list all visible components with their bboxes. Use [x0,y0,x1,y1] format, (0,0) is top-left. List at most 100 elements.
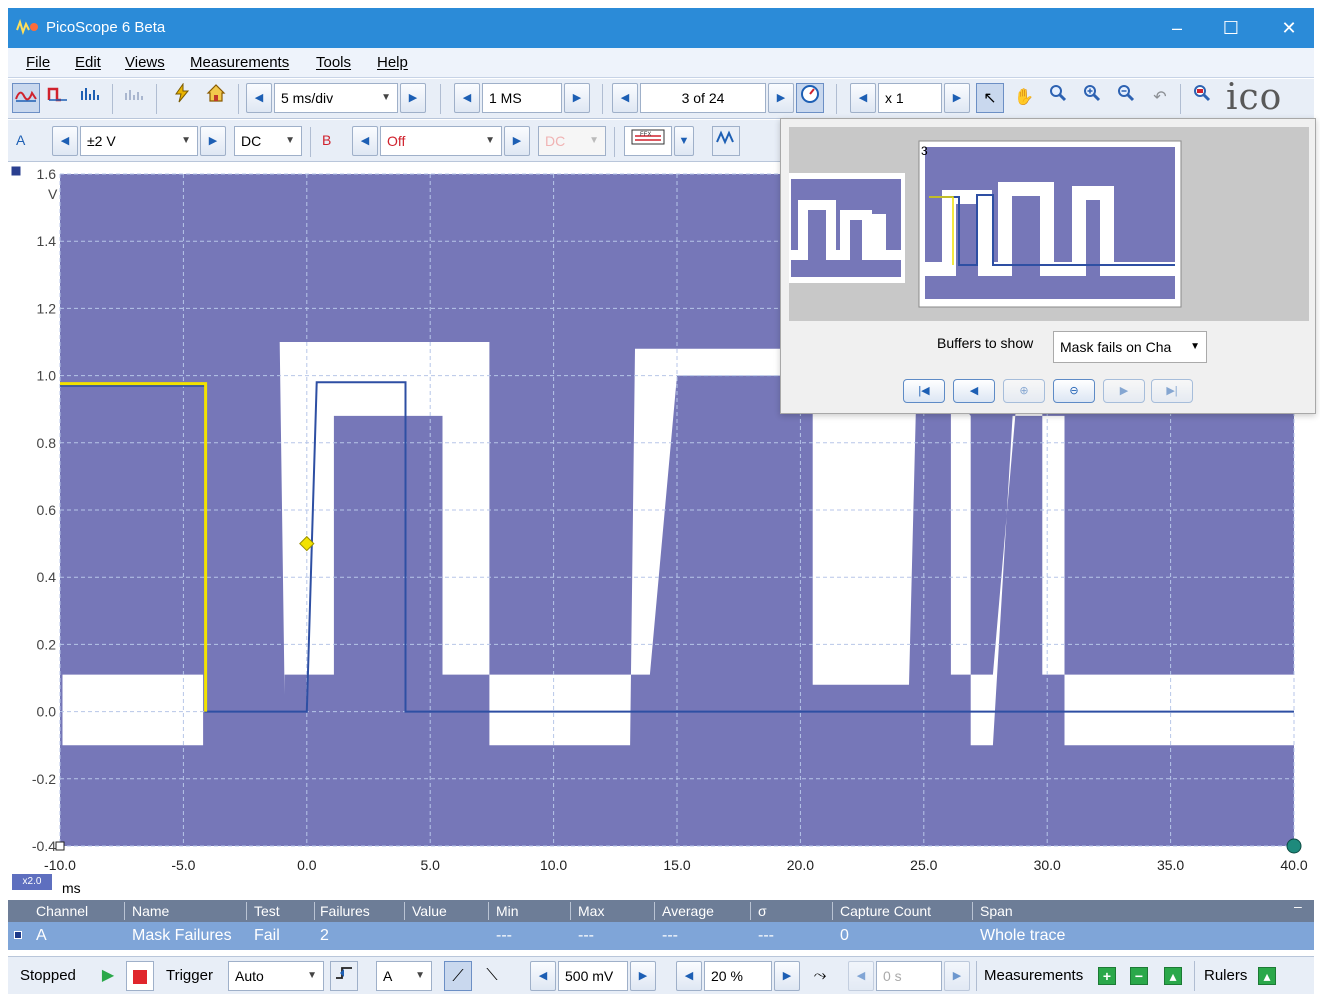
default-setup-icon[interactable] [202,83,230,113]
x-tick-label: 15.0 [663,857,690,873]
channel-b-label[interactable]: B [322,132,332,148]
y-tick-label: -0.2 [32,771,56,787]
channel-a-range-select[interactable]: ±2 V ▼ [80,126,198,156]
samples-select[interactable]: 1 MS [482,83,562,113]
overview-zoom-out-button[interactable]: ⊖ [1053,379,1095,403]
menu-views[interactable]: Views [125,54,165,71]
edit-measurement-icon[interactable]: ▴ [1164,967,1182,985]
col-max[interactable]: Max [578,903,605,919]
channel-color-swatch [14,931,22,939]
thumbnail-index: 3 [921,144,928,158]
menu-tools[interactable]: Tools [316,54,352,71]
probe-dropdown-button[interactable]: ▼ [674,126,694,156]
delay-decrease-button: ◀ [848,961,874,991]
zoom-overview-icon[interactable] [1188,83,1216,113]
zoom-increase-button[interactable]: ▶ [944,83,970,113]
col-average[interactable]: Average [662,903,714,919]
buffers-to-show-select[interactable]: Mask fails on Cha ▼ [1053,331,1207,363]
menu-edit[interactable]: Edit [75,54,101,71]
stop-icon[interactable] [126,961,154,991]
trigger-mode-select[interactable]: Auto ▼ [228,961,324,991]
ruler-handle[interactable] [1286,838,1302,854]
spectrum-mode-icon[interactable] [76,83,104,113]
col-name[interactable]: Name [132,903,170,919]
zoom-area-icon[interactable] [1044,83,1072,113]
rulers-settings-icon[interactable]: ▴ [1258,967,1276,985]
menu-help[interactable]: Help [377,54,408,71]
buffer-overview-icon[interactable] [796,83,824,113]
post-trigger-delay-icon[interactable]: ⤳ [813,967,827,984]
origin-marker[interactable] [55,841,65,851]
close-button[interactable]: ✕ [1281,18,1297,38]
buffer-index-field[interactable]: 3 of 24 [640,83,766,113]
col-sigma[interactable]: σ [758,903,767,919]
pretrigger-increase-button[interactable]: ▶ [774,961,800,991]
buffer-thumbnails: 3 [789,127,1309,321]
col-capture-count[interactable]: Capture Count [840,903,932,919]
falling-edge-icon[interactable]: ⟍ [486,967,498,984]
maximize-button[interactable]: ☐ [1222,18,1240,38]
threshold-field[interactable]: 500 mV [558,961,628,991]
overview-previous-button[interactable]: ◀ [953,379,995,403]
timebase-decrease-button[interactable]: ◀ [246,83,272,113]
col-value[interactable]: Value [412,903,447,919]
col-min[interactable]: Min [496,903,519,919]
zoom-in-icon[interactable] [1078,83,1106,113]
channel-b-range-increase[interactable]: ▶ [504,126,530,156]
samples-increase-button[interactable]: ▶ [564,83,590,113]
probe-settings-icon[interactable]: FFX [624,126,672,156]
spectrum-disabled-icon [120,83,148,113]
undo-zoom-icon: ↶ [1153,89,1167,106]
menu-file[interactable]: File [26,54,51,71]
rising-edge-icon[interactable]: ⟋ [444,961,472,991]
timebase-increase-button[interactable]: ▶ [400,83,426,113]
channel-a-range-decrease[interactable]: ◀ [52,126,78,156]
overview-first-button[interactable]: |◀ [903,379,945,403]
col-failures[interactable]: Failures [320,903,370,919]
threshold-increase-button[interactable]: ▶ [630,961,656,991]
col-test[interactable]: Test [254,903,280,919]
channel-b-range-select[interactable]: Off ▼ [380,126,502,156]
hand-tool-icon[interactable]: ✋ [1014,89,1034,106]
table-row[interactable]: A Mask Failures Fail 2 --- --- --- --- 0… [8,922,1314,950]
collapse-icon[interactable]: – [1294,898,1302,914]
buffer-next-button[interactable]: ▶ [768,83,794,113]
samples-decrease-button[interactable]: ◀ [454,83,480,113]
delay-field: 0 s [876,961,942,991]
pretrigger-field[interactable]: 20 % [704,961,772,991]
pointer-tool-icon[interactable]: ↖ [976,83,1004,113]
persistence-mode-icon[interactable] [44,83,72,113]
col-channel[interactable]: Channel [36,903,89,919]
auto-setup-icon[interactable] [168,82,196,113]
pretrigger-decrease-button[interactable]: ◀ [676,961,702,991]
y-unit-label: V [48,186,58,202]
minimize-button[interactable]: – [1171,18,1182,38]
trigger-source-select[interactable]: A ▼ [376,961,432,991]
channel-b-range-decrease[interactable]: ◀ [352,126,378,156]
math-channels-icon[interactable] [712,126,740,156]
threshold-decrease-button[interactable]: ◀ [530,961,556,991]
y-tick-label: 0.8 [37,435,57,451]
measurements-table: Channel Name Test Failures Value Min Max… [8,898,1314,952]
menu-measurements[interactable]: Measurements [190,54,290,71]
advanced-trigger-icon[interactable] [330,961,358,991]
remove-measurement-icon[interactable]: − [1130,967,1148,985]
channel-a-axis-marker[interactable] [10,165,22,177]
trigger-marker[interactable] [299,535,315,552]
add-measurement-icon[interactable]: + [1098,967,1116,985]
timebase-select[interactable]: 5 ms/div ▼ [274,83,398,113]
zoom-factor-field[interactable]: x 1 [878,83,942,113]
measurements-header: Channel Name Test Failures Value Min Max… [8,898,1314,922]
zoom-out-icon[interactable] [1112,83,1140,113]
buffer-previous-button[interactable]: ◀ [612,83,638,113]
buffer-overview-panel: 3 Buffers to show Mask fails on Cha ▼ |◀ … [780,118,1316,414]
channel-a-label[interactable]: A [16,132,26,148]
picoscope-logo-icon [16,18,38,36]
zoom-decrease-button[interactable]: ◀ [850,83,876,113]
start-icon[interactable]: ▶ [101,967,115,984]
channel-a-range-increase[interactable]: ▶ [200,126,226,156]
y-tick-label: -0.4 [32,838,56,854]
scope-mode-icon[interactable] [12,83,40,113]
channel-a-coupling-select[interactable]: DC ▼ [234,126,302,156]
col-span[interactable]: Span [980,903,1013,919]
